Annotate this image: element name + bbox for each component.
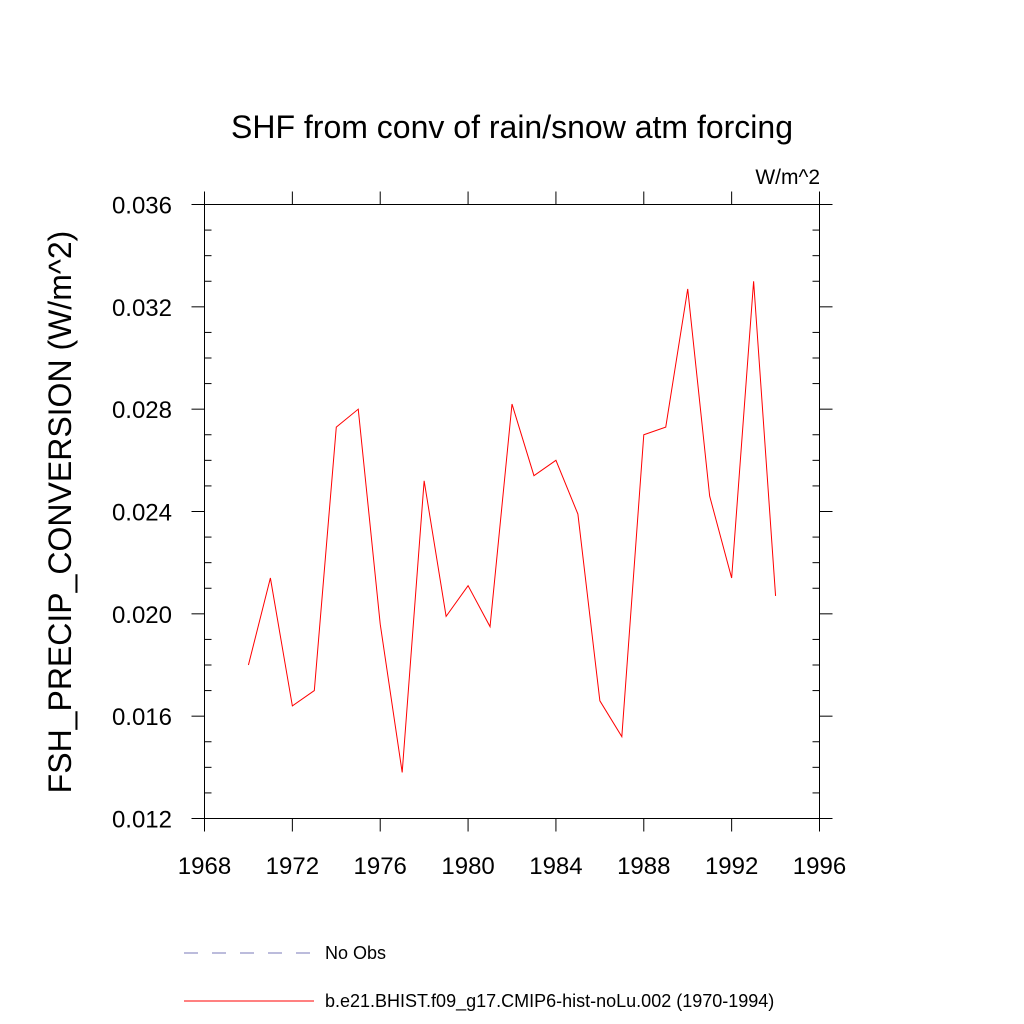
legend-label: No Obs [325,943,386,963]
x-tick-label: 1976 [354,853,407,880]
chart-title: SHF from conv of rain/snow atm forcing [231,109,793,145]
plot-frame [204,204,820,819]
legend: No Obs b.e21.BHIST.f09_g17.CMIP6-hist-noL… [184,943,774,1012]
x-tick-label: 1968 [178,853,231,880]
x-tick-label: 1980 [441,853,494,880]
axis-tick-labels: 1968 1972 1976 1980 1984 1988 1992 1996 0.012 0.0… [112,193,846,881]
y-axis-label: FSH_PRECIP_CONVERSION (W/m^2) [42,231,78,794]
x-tick-label: 1992 [705,853,758,880]
x-tick-label: 1988 [617,853,670,880]
x-tick-label: 1984 [529,853,582,880]
series-group [247,281,777,773]
x-tick-label: 1972 [266,853,319,880]
y-tick-label: 0.032 [112,295,172,322]
axis-ticks [191,191,833,832]
legend-label: b.e21.BHIST.f09_g17.CMIP6-hist-noLu.002 … [325,991,774,1012]
y-tick-label: 0.036 [112,193,172,220]
x-tick-label: 1996 [793,853,846,880]
units-label: W/m^2 [755,166,820,189]
y-tick-label: 0.024 [112,500,172,527]
y-tick-label: 0.028 [112,397,172,424]
y-tick-label: 0.016 [112,704,172,731]
series-line [247,281,777,773]
y-tick-label: 0.012 [112,807,172,834]
y-tick-label: 0.020 [112,602,172,629]
